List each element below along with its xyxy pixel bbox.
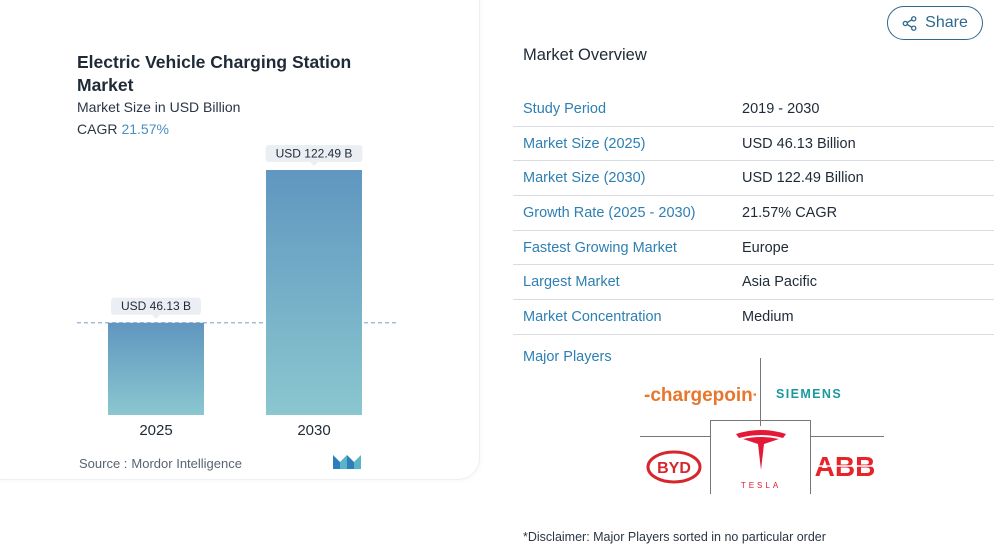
data-label-pointer (152, 314, 160, 319)
tesla-logo: TESLA (736, 430, 786, 490)
data-label-pointer (310, 162, 318, 167)
overview-row-value: 21.57% CAGR (742, 204, 838, 221)
share-label: Share (925, 14, 968, 31)
overview-row-value: USD 46.13 Billion (742, 135, 856, 152)
x-tick-label: 2030 (297, 422, 330, 439)
source-label: Source : (79, 456, 128, 471)
overview-row-label: Market Size (2025) (523, 135, 646, 152)
abb-logo: ABB (812, 451, 878, 482)
disclaimer: *Disclaimer: Major Players sorted in no … (523, 530, 826, 544)
bar-2025 (108, 322, 204, 415)
share-button[interactable]: Share (887, 6, 983, 40)
mordor-intelligence-logo (333, 455, 361, 469)
siemens-logo: SIEMENS (776, 387, 842, 401)
share-icon (902, 15, 917, 31)
major-players-grid: -chargepoin+ SIEMENS BYD TESLA ABB (640, 358, 884, 494)
overview-row: Market Size (2030) USD 122.49 Billion (513, 161, 994, 197)
cagr-label: CAGR (77, 121, 118, 137)
overview-row: Fastest Growing Market Europe (513, 231, 994, 266)
data-label: USD 46.13 B (121, 299, 191, 313)
market-overview-title: Market Overview (523, 46, 647, 64)
overview-row: Market Size (2025) USD 46.13 Billion (513, 127, 994, 162)
svg-text:BYD: BYD (657, 460, 691, 477)
source-name: Mordor Intelligence (131, 456, 242, 471)
cagr-value: 21.57% (121, 121, 169, 137)
overview-row: Study Period 2019 - 2030 (513, 92, 994, 127)
chart-card (0, 0, 480, 480)
overview-row-value: 2019 - 2030 (742, 100, 820, 117)
svg-text:SIEMENS: SIEMENS (776, 387, 842, 401)
overview-row-label: Largest Market (523, 274, 620, 291)
svg-text:TESLA: TESLA (741, 481, 781, 490)
overview-row: Largest Market Asia Pacific (513, 265, 994, 301)
overview-row-label: Growth Rate (2025 - 2030) (523, 204, 696, 221)
cagr-line: CAGR 21.57% (77, 121, 169, 137)
overview-row-value: USD 122.49 Billion (742, 170, 864, 187)
overview-row-value: Asia Pacific (742, 274, 817, 291)
data-label-bg (111, 297, 201, 315)
bar-2030 (266, 170, 362, 415)
major-players-title: Major Players (523, 349, 612, 365)
data-label-bg (265, 145, 363, 163)
overview-row-label: Market Size (2030) (523, 170, 646, 187)
market-overview-table: Study Period 2019 - 2030 Market Size (2025… (513, 92, 994, 335)
overview-row: Growth Rate (2025 - 2030) 21.57% CAGR (513, 196, 994, 231)
chart-subtitle: Market Size in USD Billion (77, 99, 241, 115)
overview-row: Market Concentration Medium (513, 300, 994, 335)
byd-logo: BYD (646, 450, 702, 484)
data-label: USD 122.49 B (276, 147, 353, 161)
x-tick-label: 2025 (139, 422, 172, 439)
bar-chart: USD 46.13 B 2025 USD 122.49 B 2030 (77, 145, 396, 439)
chart-title: Electric Vehicle Charging Station Market (77, 52, 352, 95)
overview-row-label: Market Concentration (523, 308, 662, 325)
overview-row-label: Study Period (523, 100, 607, 117)
overview-row-value: Medium (742, 308, 794, 325)
svg-text:-chargepoin+: -chargepoin+ (644, 385, 756, 406)
source-line: Source : Mordor Intelligence (79, 456, 242, 471)
chargepoint-logo: -chargepoin+ (644, 385, 756, 406)
overview-row-label: Fastest Growing Market (523, 239, 677, 256)
overview-row-value: Europe (742, 239, 789, 256)
